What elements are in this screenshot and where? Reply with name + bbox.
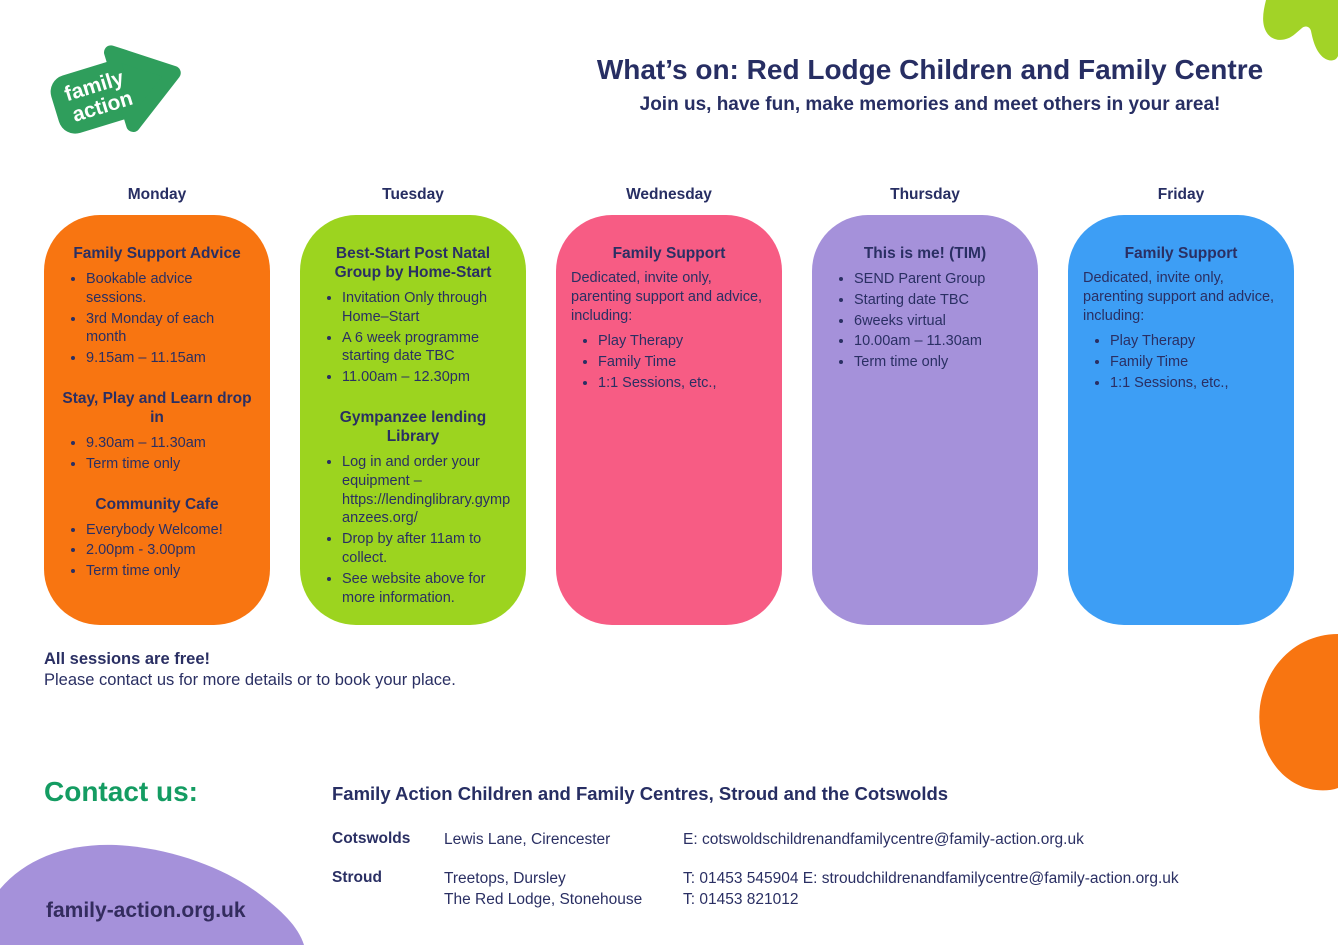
session-bullets: Log in and order your equipment – https:… [315, 453, 511, 608]
session-section: Community Cafe Everybody Welcome! 2.00pm… [59, 496, 255, 581]
contact-line: T: 01453 821012 [683, 890, 799, 908]
session-bullets: Everybody Welcome! 2.00pm - 3.00pm Term … [59, 521, 255, 582]
bullet-item: 11.00am – 12.30pm [342, 368, 511, 387]
session-bullets: Invitation Only through Home–Start A 6 w… [315, 289, 511, 387]
all-sessions-free-note: All sessions are free! [44, 650, 210, 668]
location-row-cotswolds: Cotswolds Lewis Lane, Cirencester E: cot… [332, 830, 1179, 850]
day-header-thursday: Thursday [890, 186, 960, 203]
orange-blob-shape [1259, 634, 1338, 791]
bullet-item: Drop by after 11am to collect. [342, 530, 511, 568]
bullet-item: See website above for more information. [342, 570, 511, 608]
family-action-logo-arrow: family action [50, 45, 181, 134]
session-bullets: 9.30am – 11.30am Term time only [59, 434, 255, 474]
day-header-tuesday: Tuesday [382, 186, 444, 203]
day-column-friday: Friday Family Support Dedicated, invite … [1068, 186, 1294, 625]
session-heading: Stay, Play and Learn drop in [62, 390, 252, 427]
location-name: Stroud [332, 869, 382, 887]
bullet-item: 9.30am – 11.30am [86, 434, 255, 453]
bullet-item: Everybody Welcome! [86, 521, 255, 540]
session-bullets: Play Therapy Family Time 1:1 Sessions, e… [571, 332, 767, 393]
schedule-grid: Monday Family Support Advice Bookable ad… [44, 186, 1296, 625]
day-card-wednesday: Family Support Dedicated, invite only, p… [556, 215, 782, 625]
bullet-item: Log in and order your equipment – https:… [342, 453, 511, 528]
session-bullets: SEND Parent Group Starting date TBC 6wee… [827, 270, 1023, 372]
bullet-item: Starting date TBC [854, 291, 1023, 310]
session-heading: Gympanzee lending Library [339, 409, 487, 445]
bullet-item: Play Therapy [1110, 332, 1279, 351]
address-line: Treetops, Dursley [444, 870, 566, 888]
header: What’s on: Red Lodge Children and Family… [540, 54, 1320, 116]
bullet-item: Invitation Only through Home–Start [342, 289, 511, 327]
session-section: Gympanzee lending Library Log in and ord… [315, 409, 511, 608]
day-header-wednesday: Wednesday [626, 186, 712, 203]
booking-note: Please contact us for more details or to… [44, 671, 456, 689]
session-bullets: Bookable advice sessions. 3rd Monday of … [59, 270, 255, 368]
bullet-item: 3rd Monday of each month [86, 310, 255, 348]
bullet-item: Term time only [86, 562, 255, 581]
day-column-tuesday: Tuesday Best-Start Post Natal Group by H… [300, 186, 526, 625]
bullet-item: 2.00pm - 3.00pm [86, 541, 255, 560]
day-header-friday: Friday [1157, 186, 1205, 203]
session-section: Stay, Play and Learn drop in 9.30am – 11… [59, 390, 255, 474]
session-section: Best-Start Post Natal Group by Home-Star… [315, 245, 511, 387]
bullet-item: Bookable advice sessions. [86, 270, 255, 308]
day-header-monday: Monday [127, 186, 187, 203]
bullet-item: 10.00am – 11.30am [854, 332, 1023, 351]
location-name: Cotswolds [332, 830, 411, 847]
bullet-item: 1:1 Sessions, etc., [1110, 374, 1279, 393]
day-column-monday: Monday Family Support Advice Bookable ad… [44, 186, 270, 625]
page-subtitle: Join us, have fun, make memories and mee… [639, 93, 1221, 115]
locations-table: Cotswolds Lewis Lane, Cirencester E: cot… [332, 830, 1179, 929]
day-card-friday: Family Support Dedicated, invite only, p… [1068, 215, 1294, 625]
bullet-item: 1:1 Sessions, etc., [598, 374, 767, 393]
location-contact: T: 01453 545904 E: stroudchildrenandfami… [683, 869, 1179, 910]
location-contact: E: cotswoldschildrenandfamilycentre@fami… [683, 830, 1084, 850]
session-section: Family Support Dedicated, invite only, p… [1083, 245, 1279, 393]
purple-blob-shape [0, 844, 304, 945]
bullet-item: Play Therapy [598, 332, 767, 351]
session-heading: Best-Start Post Natal Group by Home-Star… [334, 245, 492, 281]
session-section: This is me! (TIM) SEND Parent Group Star… [827, 245, 1023, 372]
location-address: Lewis Lane, Cirencester [444, 830, 683, 850]
session-bullets: Play Therapy Family Time 1:1 Sessions, e… [1083, 332, 1279, 393]
day-column-wednesday: Wednesday Family Support Dedicated, invi… [556, 186, 782, 625]
bullet-item: Term time only [854, 353, 1023, 372]
bullet-item: Family Time [598, 353, 767, 372]
bullet-item: Term time only [86, 455, 255, 474]
session-heading: Family Support Advice [73, 245, 241, 262]
contact-us-heading: Contact us: [44, 776, 198, 807]
contact-line: T: 01453 545904 E: stroudchildrenandfami… [683, 870, 1179, 888]
location-address: Treetops, Dursley The Red Lodge, Stoneho… [444, 869, 683, 910]
session-intro: Dedicated, invite only, parenting suppor… [571, 269, 763, 325]
bullet-item: 6weeks virtual [854, 312, 1023, 331]
day-card-tuesday: Best-Start Post Natal Group by Home-Star… [300, 215, 526, 625]
session-intro: Dedicated, invite only, parenting suppor… [1083, 269, 1275, 325]
organisation-heading: Family Action Children and Family Centre… [332, 783, 949, 804]
website-url: family-action.org.uk [46, 899, 246, 922]
family-action-logo: family action [36, 28, 191, 148]
page-title: What’s on: Red Lodge Children and Family… [596, 54, 1264, 85]
session-heading: This is me! (TIM) [863, 245, 987, 262]
location-row-stroud: Stroud Treetops, Dursley The Red Lodge, … [332, 869, 1179, 910]
session-heading: Family Support [1124, 245, 1238, 262]
day-column-thursday: Thursday This is me! (TIM) SEND Parent G… [812, 186, 1038, 625]
session-section: Family Support Advice Bookable advice se… [59, 245, 255, 368]
bullet-item: A 6 week programme starting date TBC [342, 329, 511, 367]
session-section: Family Support Dedicated, invite only, p… [571, 245, 767, 393]
day-card-monday: Family Support Advice Bookable advice se… [44, 215, 270, 625]
bullet-item: 9.15am – 11.15am [86, 349, 255, 368]
session-heading: Community Cafe [95, 495, 219, 513]
bullet-item: SEND Parent Group [854, 270, 1023, 289]
lime-corner-shape [1263, 0, 1338, 61]
contact-line: E: cotswoldschildrenandfamilycentre@fami… [683, 831, 1084, 848]
bullet-item: Family Time [1110, 353, 1279, 372]
session-heading: Family Support [612, 245, 726, 262]
address-line: Lewis Lane, Cirencester [444, 831, 611, 848]
address-line: The Red Lodge, Stonehouse [444, 890, 643, 908]
day-card-thursday: This is me! (TIM) SEND Parent Group Star… [812, 215, 1038, 625]
